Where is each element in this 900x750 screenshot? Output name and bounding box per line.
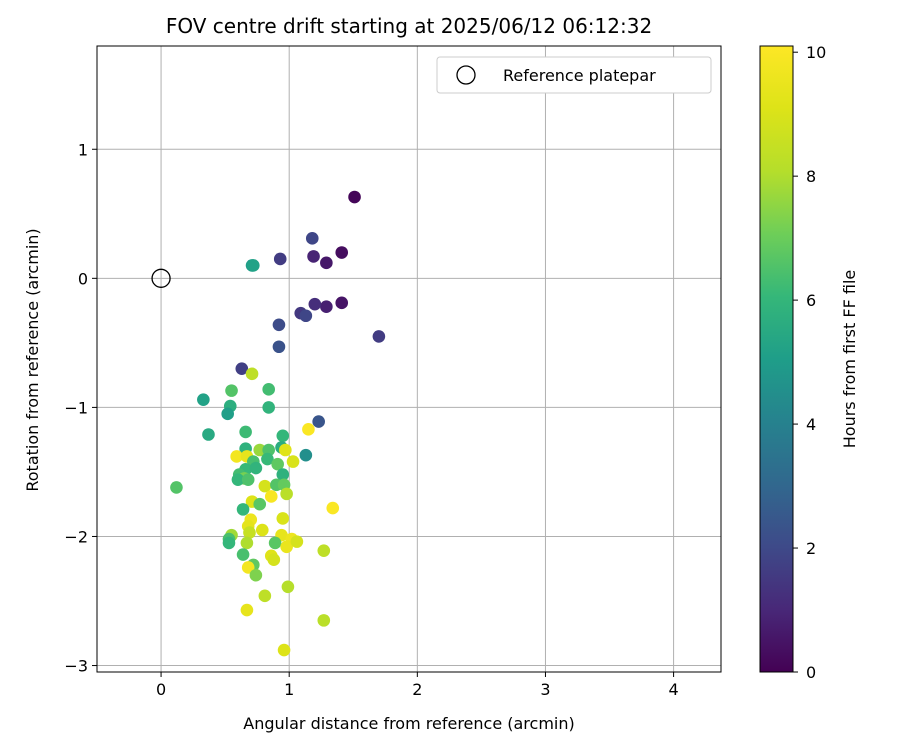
grid xyxy=(97,46,721,672)
data-point xyxy=(236,548,250,561)
legend: Reference platepar xyxy=(436,56,712,94)
data-point xyxy=(262,401,275,414)
data-point xyxy=(253,497,267,511)
data-point xyxy=(197,393,210,406)
data-point xyxy=(247,259,260,272)
legend-marker xyxy=(456,65,476,85)
colorbar-tick-label: 6 xyxy=(806,291,816,310)
data-point xyxy=(240,536,254,550)
colorbar-gradient xyxy=(759,45,794,673)
data-point xyxy=(320,256,333,270)
data-point xyxy=(225,384,238,397)
data-point xyxy=(320,300,333,314)
x-tick-label: 4 xyxy=(668,680,678,699)
data-point xyxy=(273,252,287,266)
data-point xyxy=(253,443,267,457)
data-point xyxy=(286,455,300,468)
data-point xyxy=(307,250,320,263)
data-point xyxy=(299,309,313,323)
data-point xyxy=(230,450,243,463)
data-point xyxy=(243,526,256,539)
data-point xyxy=(305,232,319,245)
y-tick-label: 0 xyxy=(78,269,88,288)
data-point xyxy=(271,457,284,471)
data-point xyxy=(348,190,361,204)
plot-frame xyxy=(96,45,722,673)
data-point xyxy=(258,589,272,603)
data-point xyxy=(277,643,291,657)
data-point xyxy=(245,367,259,381)
data-point xyxy=(281,580,295,594)
data-point xyxy=(317,544,331,557)
data-point xyxy=(290,535,304,548)
x-tick-label: 0 xyxy=(156,680,166,699)
x-tick-label: 1 xyxy=(284,680,294,699)
data-point xyxy=(222,536,236,550)
data-point xyxy=(258,479,272,493)
chart-title: FOV centre drift starting at 2025/06/12 … xyxy=(166,14,652,38)
data-point xyxy=(280,540,293,554)
x-axis-ticks: 0 1 2 3 4 xyxy=(156,672,679,699)
data-point xyxy=(335,296,349,310)
x-axis-label: Angular distance from reference (arcmin) xyxy=(243,714,574,733)
y-axis-label: Rotation from reference (arcmin) xyxy=(23,228,42,491)
data-point xyxy=(272,318,286,332)
data-point xyxy=(239,425,252,439)
data-point xyxy=(280,487,293,501)
points-layer xyxy=(170,190,386,657)
colorbar-label: Hours from first FF file xyxy=(840,270,859,449)
data-point xyxy=(335,246,349,259)
y-tick-label: −2 xyxy=(64,527,88,546)
colorbar-ticks: 0 2 4 6 8 10 xyxy=(793,43,826,682)
data-point xyxy=(299,448,313,462)
reference-platepar-marker xyxy=(151,268,171,288)
x-tick-label: 3 xyxy=(540,680,550,699)
data-point xyxy=(276,468,290,481)
y-tick-label: −3 xyxy=(64,657,88,676)
colorbar-tick-label: 10 xyxy=(806,43,826,62)
data-point xyxy=(317,614,331,627)
data-point xyxy=(202,428,215,441)
data-point xyxy=(231,473,245,486)
data-point xyxy=(262,383,275,396)
colorbar-tick-label: 8 xyxy=(806,167,816,186)
data-point xyxy=(249,568,263,582)
data-point xyxy=(264,490,278,503)
colorbar: 0 2 4 6 8 10 Hours from first FF file xyxy=(759,43,859,682)
x-tick-label: 2 xyxy=(412,680,422,699)
data-point xyxy=(241,473,255,486)
data-point xyxy=(312,415,325,428)
colorbar-tick-label: 2 xyxy=(806,539,816,558)
data-point xyxy=(326,501,340,515)
y-tick-label: 1 xyxy=(78,140,88,159)
data-point xyxy=(302,423,315,436)
data-point xyxy=(170,481,183,494)
y-axis-ticks: −3 −2 −1 0 1 xyxy=(64,140,97,676)
data-point xyxy=(276,512,290,525)
data-point xyxy=(240,603,254,617)
data-point xyxy=(268,536,282,550)
data-point xyxy=(221,407,234,421)
data-point xyxy=(308,297,322,311)
data-point xyxy=(276,429,290,443)
reference-marker-layer xyxy=(151,268,171,288)
data-point xyxy=(255,523,269,537)
data-point xyxy=(279,443,292,457)
data-point xyxy=(272,340,286,354)
legend-label: Reference platepar xyxy=(503,66,656,85)
data-point xyxy=(372,330,386,343)
data-point xyxy=(236,503,250,516)
legend-box xyxy=(436,56,712,94)
data-point xyxy=(241,561,255,574)
data-point xyxy=(249,461,263,475)
y-tick-label: −1 xyxy=(64,398,88,417)
data-point xyxy=(235,362,249,375)
data-point xyxy=(261,452,274,466)
data-point xyxy=(267,553,281,567)
colorbar-tick-label: 4 xyxy=(806,415,816,434)
colorbar-tick-label: 0 xyxy=(806,663,816,682)
